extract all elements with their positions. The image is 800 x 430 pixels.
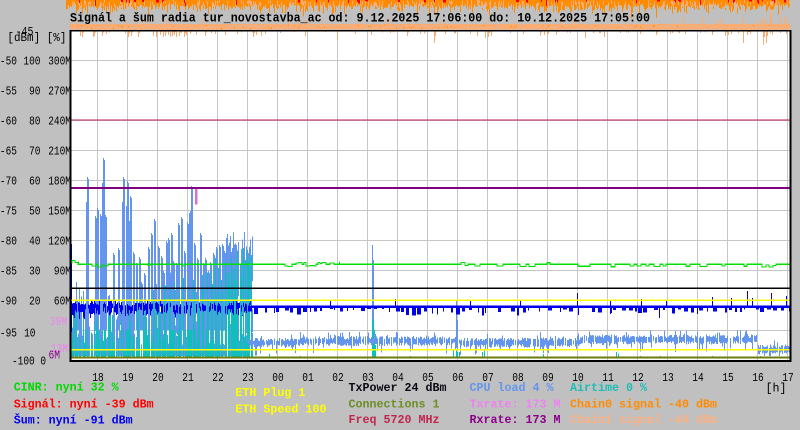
svg-text:20: 20 xyxy=(29,295,40,309)
svg-text:CINR: nyní 32 %: CINR: nyní 32 % xyxy=(14,381,120,395)
svg-text:23: 23 xyxy=(242,371,253,385)
svg-text:[h]: [h] xyxy=(766,382,787,396)
svg-text:-75: -75 xyxy=(0,205,17,219)
svg-text:12: 12 xyxy=(632,371,643,385)
svg-text:Signál: nyní -39 dBm: Signál: nyní -39 dBm xyxy=(14,398,154,412)
svg-text:120M: 120M xyxy=(48,235,71,249)
svg-text:30: 30 xyxy=(29,265,40,279)
svg-text:70: 70 xyxy=(29,145,40,159)
svg-text:11: 11 xyxy=(602,371,613,385)
svg-text:14: 14 xyxy=(692,371,703,385)
svg-text:300M: 300M xyxy=(48,55,71,69)
svg-text:Txrate: 173 M: Txrate: 173 M xyxy=(470,398,561,412)
svg-text:Chain1 signal -44 dBm: Chain1 signal -44 dBm xyxy=(570,413,717,427)
svg-text:15: 15 xyxy=(722,371,733,385)
svg-text:[dBm] [%]: [dBm] [%] xyxy=(7,31,66,45)
svg-text:08: 08 xyxy=(512,371,523,385)
svg-text:Chain0 signal -40 dBm: Chain0 signal -40 dBm xyxy=(570,398,717,412)
svg-text:18: 18 xyxy=(92,371,103,385)
svg-text:-50: -50 xyxy=(0,55,17,69)
svg-text:04: 04 xyxy=(392,371,403,385)
svg-text:80: 80 xyxy=(29,115,40,129)
svg-text:-90: -90 xyxy=(0,295,17,309)
svg-text:150M: 150M xyxy=(48,205,71,219)
svg-text:CPU load 4 %: CPU load 4 % xyxy=(470,381,555,395)
svg-text:ETH Plug 1: ETH Plug 1 xyxy=(235,386,305,400)
svg-text:-85: -85 xyxy=(0,265,17,279)
svg-text:-70: -70 xyxy=(0,175,17,189)
svg-text:60: 60 xyxy=(29,175,40,189)
svg-text:05: 05 xyxy=(422,371,433,385)
svg-text:10: 10 xyxy=(572,371,583,385)
svg-text:TxPower 24 dBm: TxPower 24 dBm xyxy=(349,381,447,395)
svg-text:180M: 180M xyxy=(48,175,71,189)
svg-text:39M: 39M xyxy=(50,315,67,329)
svg-text:22: 22 xyxy=(212,371,223,385)
svg-text:90: 90 xyxy=(29,85,40,99)
svg-text:17: 17 xyxy=(782,371,793,385)
svg-text:60M: 60M xyxy=(54,295,71,309)
svg-text:Airtime 0 %: Airtime 0 % xyxy=(570,381,648,395)
svg-text:06: 06 xyxy=(452,371,463,385)
svg-text:13: 13 xyxy=(662,371,673,385)
svg-text:00: 00 xyxy=(272,371,283,385)
svg-text:07: 07 xyxy=(482,371,493,385)
svg-text:20: 20 xyxy=(152,371,163,385)
svg-text:-55: -55 xyxy=(0,85,17,99)
svg-text:19: 19 xyxy=(122,371,133,385)
svg-text:13M: 13M xyxy=(51,342,68,356)
svg-text:Rxrate: 173 M: Rxrate: 173 M xyxy=(470,413,561,427)
svg-text:ETH Speed 100: ETH Speed 100 xyxy=(235,403,326,417)
svg-text:Freq 5720 MHz: Freq 5720 MHz xyxy=(349,413,440,427)
svg-text:-100 0: -100 0 xyxy=(12,355,46,369)
svg-text:-65: -65 xyxy=(0,145,17,159)
svg-text:50: 50 xyxy=(29,205,40,219)
svg-text:Connections 1: Connections 1 xyxy=(349,398,440,412)
svg-text:Signál a šum radia tur_novosta: Signál a šum radia tur_novostavba_ac od:… xyxy=(70,12,650,26)
svg-text:6M: 6M xyxy=(49,349,61,363)
svg-text:40: 40 xyxy=(29,235,40,249)
svg-text:210M: 210M xyxy=(48,145,71,159)
svg-text:-45: -45 xyxy=(16,25,34,39)
svg-text:03: 03 xyxy=(362,371,373,385)
svg-text:01: 01 xyxy=(302,371,313,385)
svg-text:16: 16 xyxy=(752,371,763,385)
svg-text:270M: 270M xyxy=(48,85,71,99)
svg-text:90M: 90M xyxy=(54,265,71,279)
svg-text:02: 02 xyxy=(332,371,343,385)
svg-text:-95: -95 xyxy=(0,327,17,341)
svg-text:Šum: nyní -91 dBm: Šum: nyní -91 dBm xyxy=(14,413,133,428)
svg-text:21: 21 xyxy=(182,371,193,385)
svg-text:100: 100 xyxy=(23,55,40,69)
svg-text:10: 10 xyxy=(24,327,35,341)
svg-text:240M: 240M xyxy=(48,115,71,129)
svg-text:-80: -80 xyxy=(0,235,17,249)
svg-text:09: 09 xyxy=(542,371,553,385)
svg-text:-60: -60 xyxy=(0,115,17,129)
